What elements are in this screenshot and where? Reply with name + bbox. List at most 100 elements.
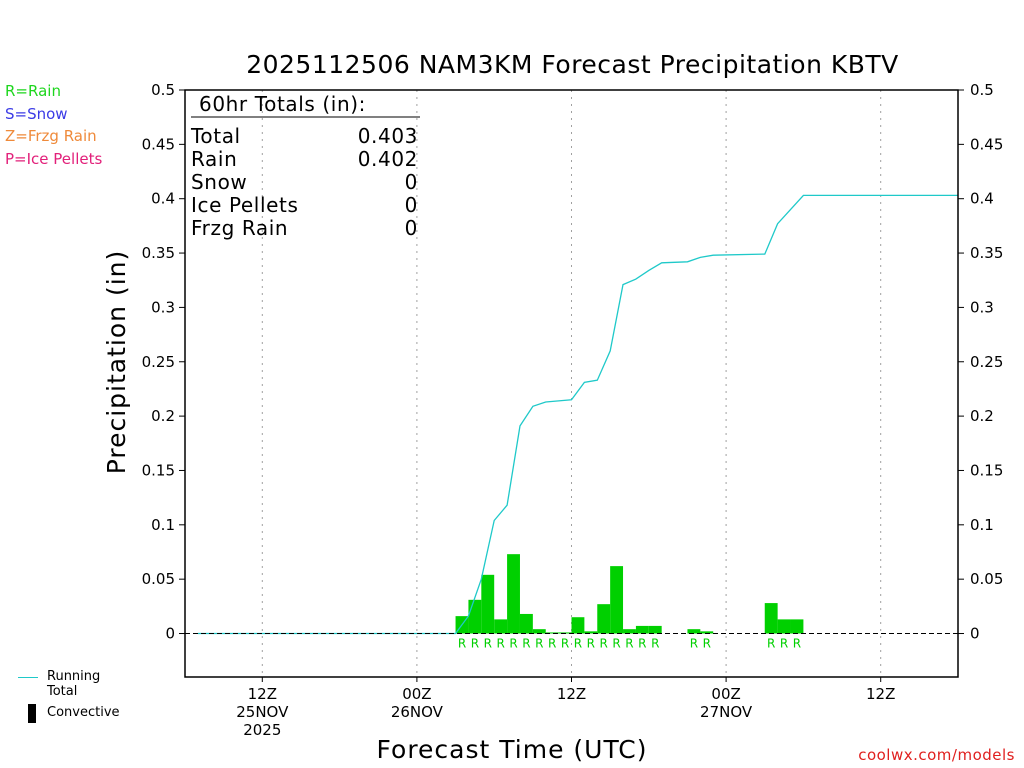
y-tick-label-right: 0.05 bbox=[970, 570, 1003, 588]
type-legend-item: R=Rain bbox=[5, 82, 61, 100]
precip-type-letter: R bbox=[522, 637, 530, 651]
x-axis-label: Forecast Time (UTC) bbox=[377, 735, 648, 764]
precip-type-letter: R bbox=[780, 637, 788, 651]
x-tick-label: 2025 bbox=[243, 721, 281, 739]
grid-lines bbox=[261, 90, 882, 677]
y-tick-label-right: 0.15 bbox=[970, 461, 1003, 479]
precip-type-letter: R bbox=[574, 637, 582, 651]
totals-row-label: Ice Pellets bbox=[191, 193, 299, 217]
x-tick-label: 27NOV bbox=[700, 703, 753, 721]
y-tick-label-right: 0.3 bbox=[970, 298, 994, 316]
y-tick-label: 0.3 bbox=[151, 298, 175, 316]
y-tick-label: 0.05 bbox=[142, 570, 175, 588]
precip-bar bbox=[519, 613, 533, 634]
totals-row-label: Snow bbox=[191, 170, 247, 194]
running-total-label: Running Total bbox=[47, 669, 101, 699]
running-total-line bbox=[197, 194, 958, 635]
precip-bar bbox=[597, 604, 611, 634]
x-tick-label: 12Z bbox=[557, 685, 586, 703]
totals-row-label: Rain bbox=[191, 147, 237, 171]
precip-bar bbox=[507, 554, 520, 634]
precip-bar bbox=[545, 632, 559, 634]
y-tick-label-right: 0.25 bbox=[970, 353, 1003, 371]
totals-row-label: Total bbox=[190, 124, 241, 148]
totals-heading: 60hr Totals (in): bbox=[199, 92, 366, 116]
precip-bar bbox=[468, 599, 482, 634]
precip-bar bbox=[584, 631, 598, 634]
chart-title: 2025112506 NAM3KM Forecast Precipitation… bbox=[246, 50, 899, 79]
precip-bar bbox=[623, 629, 636, 634]
y-tick-label-right: 0.2 bbox=[970, 407, 994, 425]
x-tick-label: 00Z bbox=[711, 685, 740, 703]
totals-row-value: 0.403 bbox=[358, 124, 418, 148]
type-legend-item: P=Ice Pellets bbox=[5, 149, 103, 168]
precip-type-legend: R=Rain S=Snow Z=Frzg Rain P=Ice Pellets bbox=[5, 80, 102, 170]
totals-row-value: 0 bbox=[405, 193, 418, 217]
precip-bar bbox=[481, 574, 495, 634]
running-total-group bbox=[197, 194, 958, 635]
precip-bar bbox=[777, 619, 791, 634]
site-credit: coolwx.com/models bbox=[858, 746, 1015, 764]
y-tick-label: 0.2 bbox=[151, 407, 175, 425]
precip-type-letter: R bbox=[767, 637, 775, 651]
precip-bar bbox=[635, 625, 649, 634]
precip-type-letter: R bbox=[496, 637, 504, 651]
precip-type-letter: R bbox=[471, 637, 479, 651]
totals-box: 60hr Totals (in): Total 0.403 Rain 0.402 Snow… bbox=[190, 92, 420, 240]
precip-bar bbox=[700, 631, 714, 634]
precip-type-letter: R bbox=[535, 637, 543, 651]
precip-type-letter: R bbox=[561, 637, 569, 651]
totals-row-value: 0 bbox=[405, 170, 418, 194]
y-tick-label: 0.35 bbox=[142, 244, 175, 262]
convective-swatch bbox=[28, 704, 36, 723]
y-tick-label: 0.15 bbox=[142, 461, 175, 479]
precip-bar bbox=[648, 625, 662, 634]
type-legend-item: Z=Frzg Rain bbox=[5, 127, 97, 145]
precip-bar bbox=[558, 632, 572, 634]
y-tick-label-right: 0.35 bbox=[970, 244, 1003, 262]
precip-type-letter: R bbox=[703, 637, 711, 651]
precip-type-letter: R bbox=[651, 637, 659, 651]
precip-bar bbox=[790, 619, 804, 634]
running-total-swatch bbox=[18, 677, 38, 678]
convective-label: Convective bbox=[47, 705, 120, 720]
x-tick-label: 00Z bbox=[402, 685, 431, 703]
totals-row-label: Frzg Rain bbox=[191, 216, 288, 240]
precip-type-letter: R bbox=[458, 637, 466, 651]
precip-type-letter: R bbox=[587, 637, 595, 651]
y-tick-label-right: 0.5 bbox=[970, 81, 994, 99]
y-tick-label-right: 0 bbox=[970, 625, 980, 643]
y-tick-label-right: 0.45 bbox=[970, 135, 1003, 153]
plot-frame bbox=[184, 89, 959, 678]
precip-type-letter: R bbox=[548, 637, 556, 651]
y-axis-label: Precipitation (in) bbox=[102, 250, 131, 475]
y-tick-label: 0.25 bbox=[142, 353, 175, 371]
precip-type-letter: R bbox=[612, 637, 620, 651]
precip-bar bbox=[532, 629, 546, 634]
y-tick-label: 0.4 bbox=[151, 190, 175, 208]
y-tick-label: 0.45 bbox=[142, 135, 175, 153]
precip-bar bbox=[494, 619, 508, 634]
x-tick-label: 12Z bbox=[866, 685, 895, 703]
x-tick-label: 25NOV bbox=[236, 703, 289, 721]
precip-bar bbox=[610, 566, 624, 634]
precip-type-letter: R bbox=[509, 637, 517, 651]
y-tick-label: 0.1 bbox=[151, 516, 175, 534]
x-tick-label: 26NOV bbox=[391, 703, 444, 721]
precip-type-letter: R bbox=[625, 637, 633, 651]
y-tick-label-right: 0.4 bbox=[970, 190, 994, 208]
y-tick-label-right: 0.1 bbox=[970, 516, 994, 534]
precip-type-letter: R bbox=[638, 637, 646, 651]
precip-type-letter: R bbox=[690, 637, 698, 651]
precip-bar bbox=[764, 603, 778, 634]
y-tick-label: 0 bbox=[165, 625, 175, 643]
precip-type-letter: R bbox=[484, 637, 492, 651]
precip-bar bbox=[571, 617, 585, 634]
totals-row-value: 0 bbox=[405, 216, 418, 240]
precip-bar bbox=[687, 629, 701, 634]
y-tick-label: 0.5 bbox=[151, 81, 175, 99]
type-legend-item: S=Snow bbox=[5, 104, 68, 123]
